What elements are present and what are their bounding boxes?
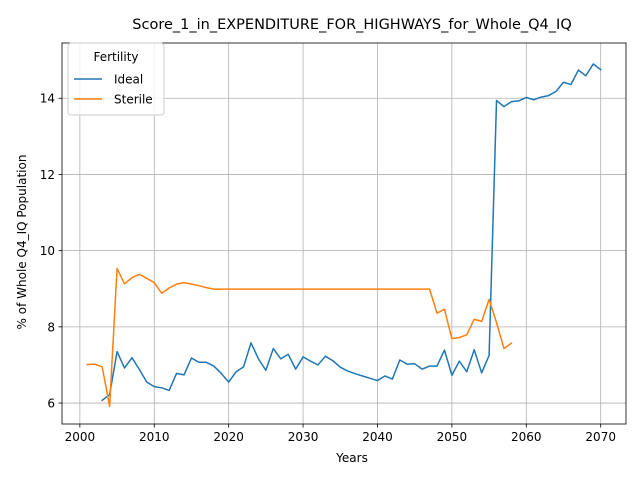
x-tick-label: 2000: [65, 430, 96, 444]
x-tick-label: 2010: [139, 430, 170, 444]
series-line-ideal: [101, 63, 602, 402]
chart-title: Score_1_in_EXPENDITURE_FOR_HIGHWAYS_for_…: [132, 17, 571, 33]
x-axis-label: Years: [335, 451, 368, 465]
x-tick-label: 2070: [585, 430, 616, 444]
series-line-sterile: [86, 267, 513, 408]
x-tick-label: 2050: [437, 430, 468, 444]
legend-box: [67, 42, 165, 116]
legend-label-ideal: Ideal: [114, 73, 143, 87]
x-tick-label: 2020: [213, 430, 244, 444]
y-axis-label: % of Whole Q4_IQ Population: [15, 155, 29, 330]
y-tick-label: 10: [40, 244, 55, 258]
plot-frame: [61, 42, 627, 425]
legend-entries: Ideal Sterile: [74, 73, 153, 107]
y-tick-label: 12: [40, 168, 55, 182]
grid: [62, 43, 626, 424]
series-group: [86, 63, 602, 408]
legend-title: Fertility: [93, 50, 138, 64]
y-tick-label: 6: [47, 397, 55, 411]
x-tick-label: 2040: [362, 430, 393, 444]
y-tick-label: 14: [40, 92, 55, 106]
legend: Fertility Ideal Sterile: [67, 42, 165, 116]
y-tick-label: 8: [47, 320, 55, 334]
legend-label-sterile: Sterile: [114, 93, 153, 107]
ticks: 2000 2010 2020 2030 2040 2050 2060 2070 6 8 10 12 14: [40, 92, 616, 444]
x-tick-label: 2060: [511, 430, 542, 444]
x-tick-label: 2030: [288, 430, 319, 444]
